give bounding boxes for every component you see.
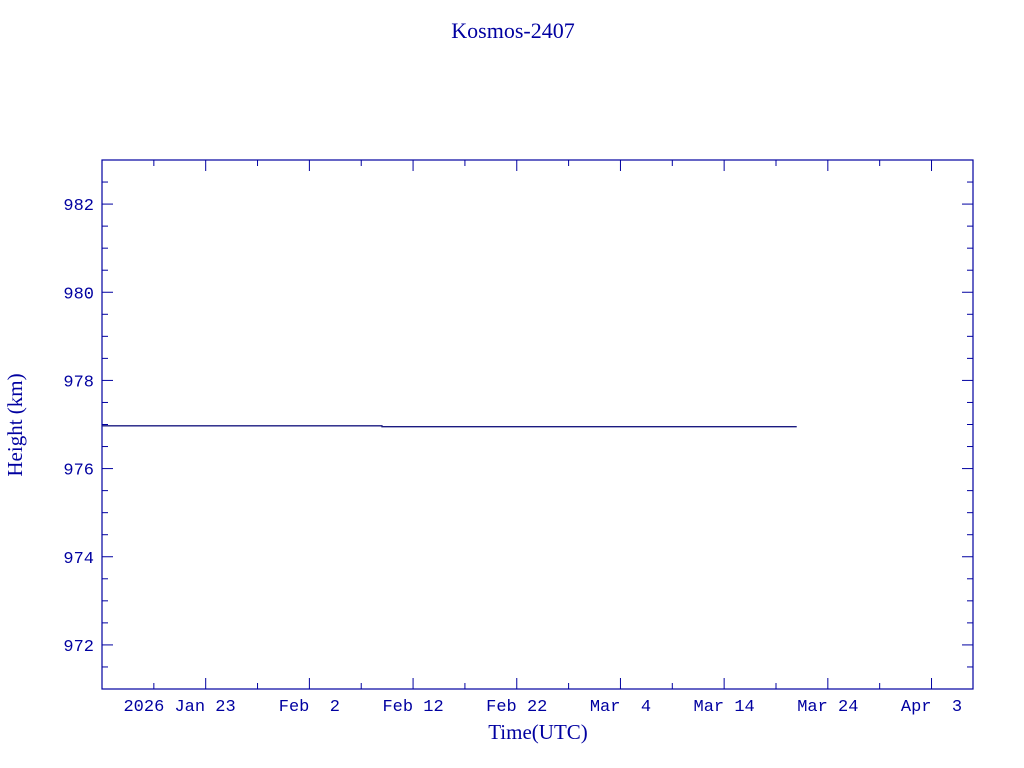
x-tick-label: Feb 22 [486, 698, 547, 717]
chart-title: Kosmos-2407 [451, 18, 574, 43]
y-tick-label: 974 [63, 550, 94, 569]
x-tick-label: Mar 24 [797, 698, 858, 717]
y-axis: 972 974 976 978 980 982 [63, 159, 973, 690]
x-tick-label: 2026 Jan 23 [123, 698, 235, 717]
y-tick-label: 982 [63, 197, 94, 216]
x-tick-label: Feb 2 [279, 698, 340, 717]
x-tick-label: Feb 12 [382, 698, 443, 717]
x-tick-label: Apr 3 [901, 698, 962, 717]
y-tick-label: 972 [63, 638, 94, 657]
x-tick-label: Mar 14 [694, 698, 755, 717]
altitude-line [102, 425, 797, 428]
x-axis-label: Time(UTC) [488, 720, 588, 744]
series-layer [102, 425, 797, 428]
x-tick-label: Mar 4 [590, 698, 651, 717]
y-axis-label: Height (km) [3, 373, 27, 476]
y-tick-label: 978 [63, 373, 94, 392]
y-tick-label: 980 [63, 285, 94, 304]
x-axis: 2026 Jan 23 Feb 2 Feb 12 Feb 22 Mar 4 Mar 14 M… [101, 160, 962, 717]
plot-frame [101, 159, 974, 690]
y-tick-label: 976 [63, 462, 94, 481]
